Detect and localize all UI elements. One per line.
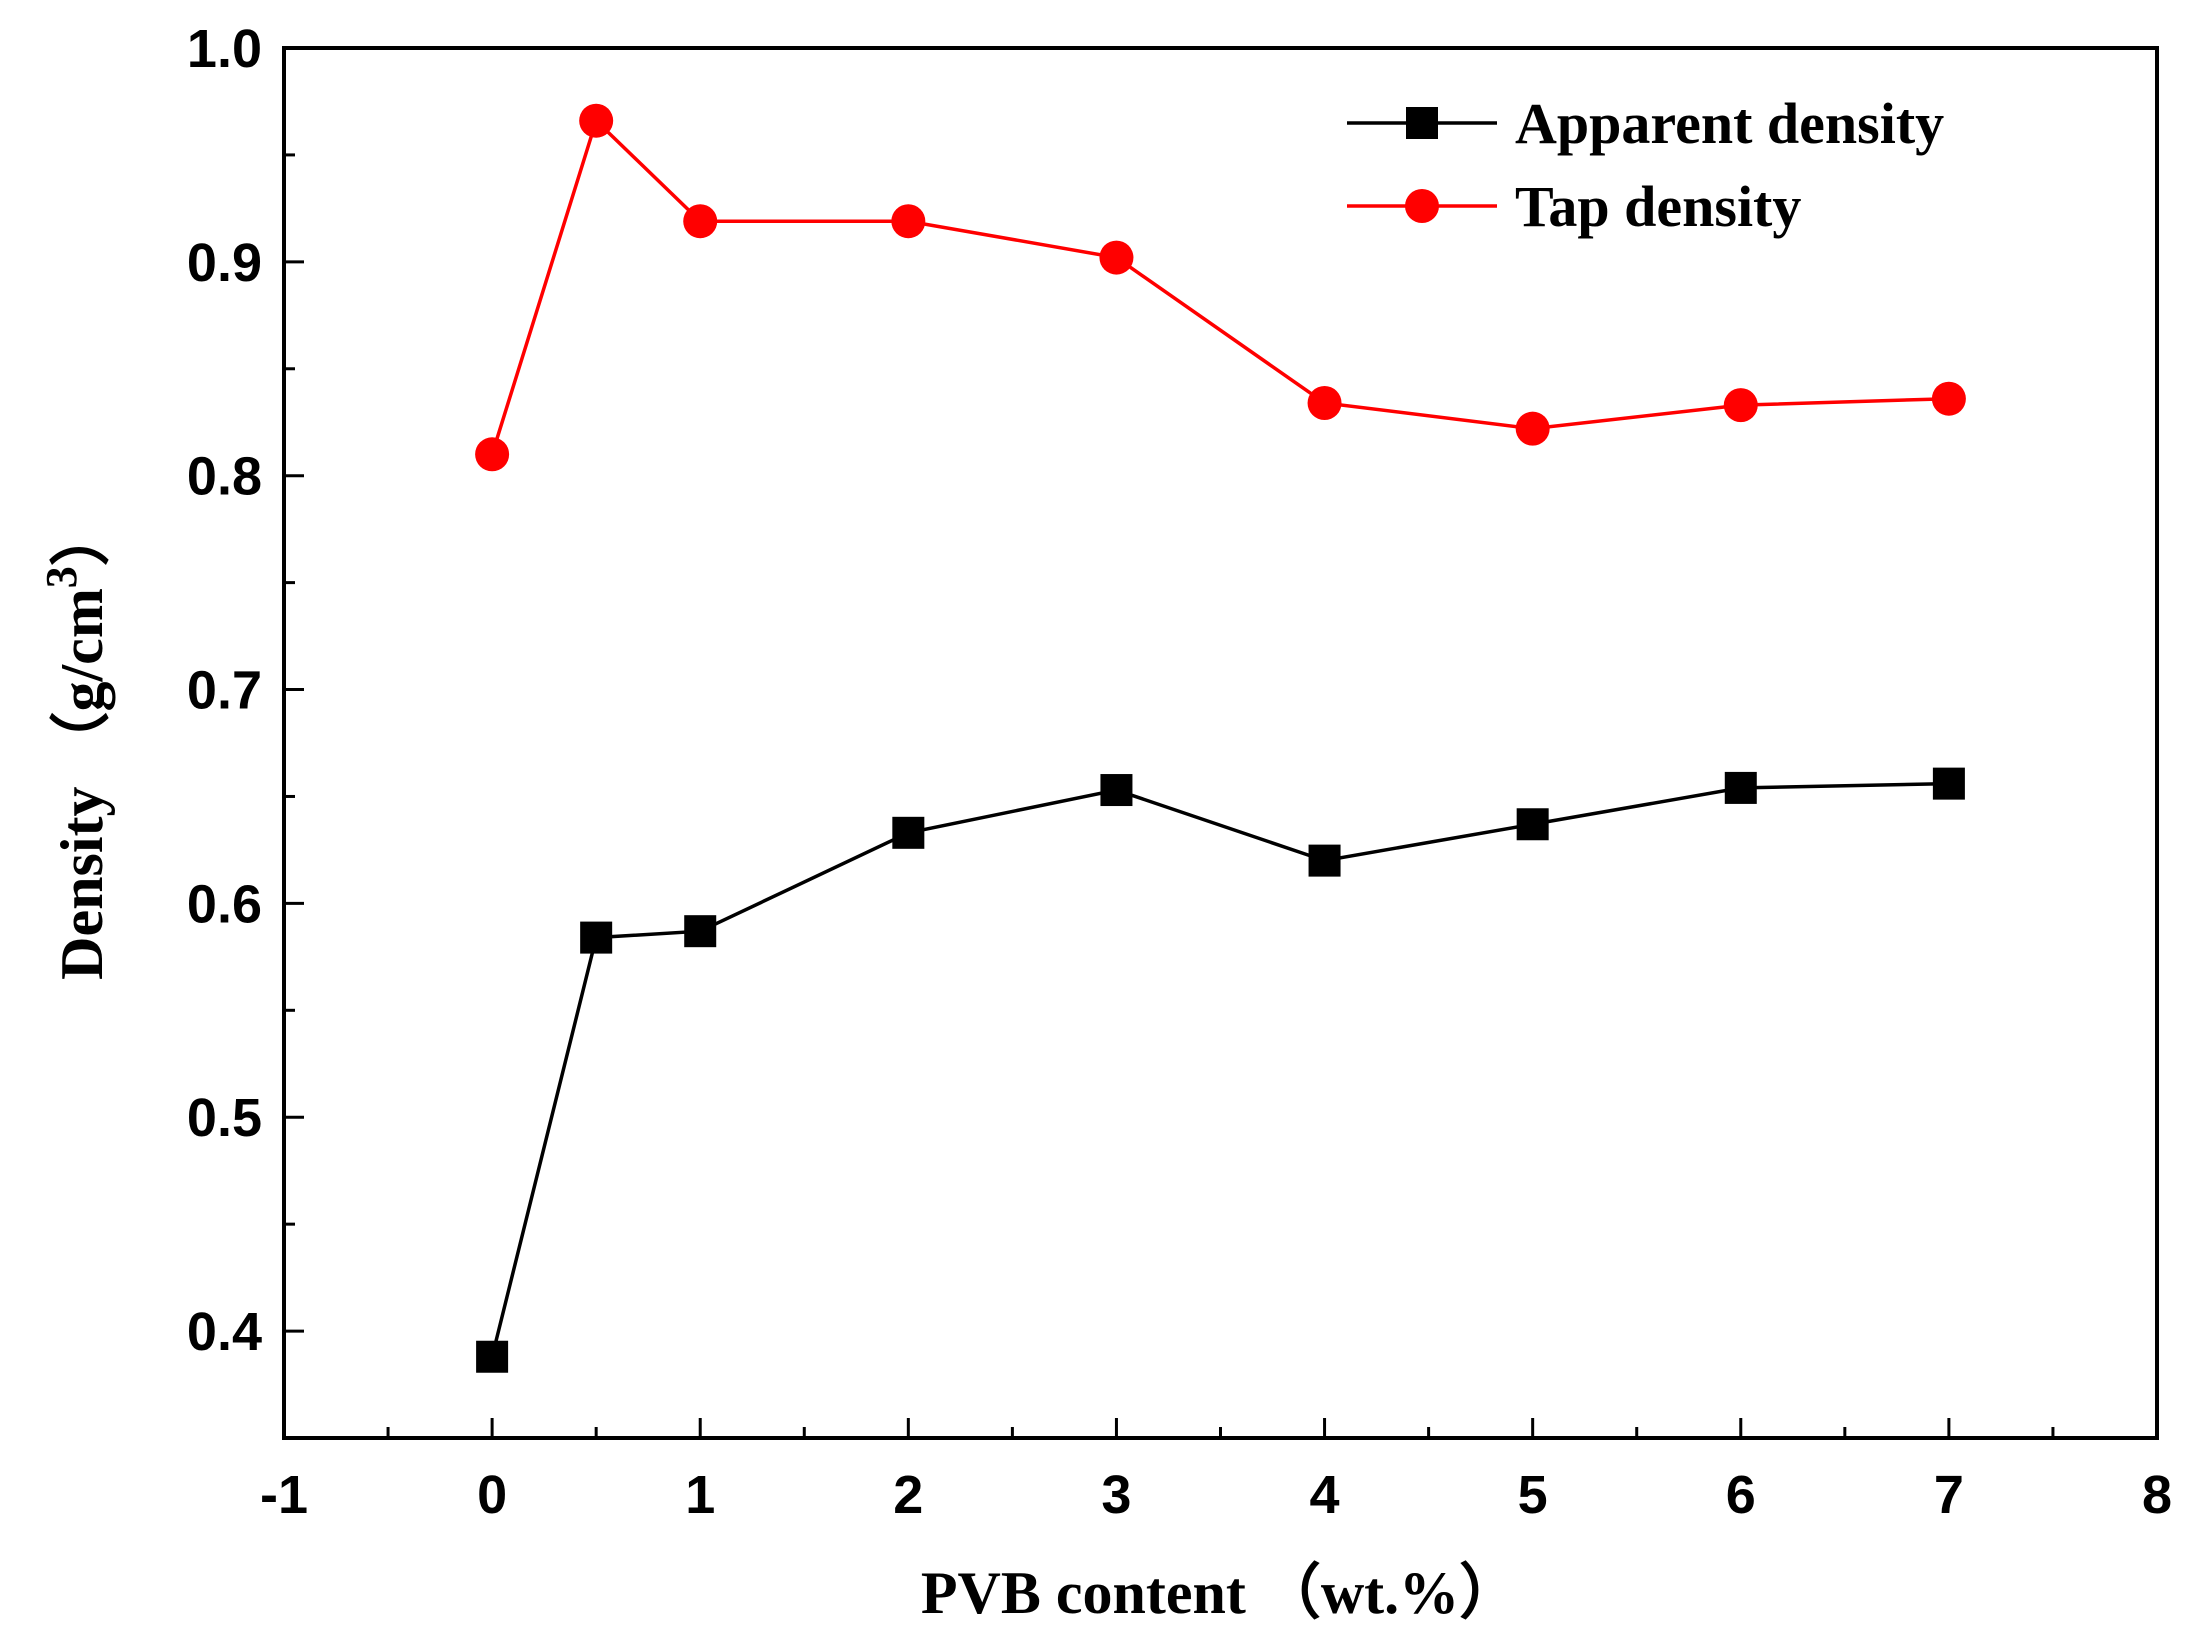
x-tick-label-0: -1 <box>260 1465 308 1525</box>
y-tick-label-5: 0.9 <box>187 233 262 293</box>
y-tick-label-2: 0.6 <box>187 874 262 934</box>
apparent-density-point-3 <box>892 816 925 849</box>
x-tick-label-3: 2 <box>893 1465 923 1525</box>
x-tick-label-1: 0 <box>477 1465 507 1525</box>
y-axis-title: Density （g/cm3） <box>37 506 115 980</box>
series-layer <box>475 103 1966 1373</box>
apparent-density-point-2 <box>684 915 717 948</box>
tap-density-point-7 <box>1723 388 1758 423</box>
apparent-density-point-0 <box>476 1340 509 1373</box>
x-tick-label-8: 7 <box>1934 1465 1964 1525</box>
x-tick-label-2: 1 <box>685 1465 715 1525</box>
apparent-density-point-6 <box>1516 808 1549 841</box>
y-axis-title-superscript: 3 <box>37 566 86 588</box>
apparent-density-series <box>476 767 1965 1373</box>
apparent-density-point-1 <box>580 921 613 954</box>
tap-density-point-4 <box>1099 240 1134 275</box>
legend-label-apparent-density: Apparent density <box>1515 91 1944 156</box>
y-tick-label-1: 0.5 <box>187 1088 262 1148</box>
x-axis-title: PVB content （wt.%） <box>921 1559 1519 1626</box>
tap-density-point-0 <box>475 437 510 472</box>
legend: Apparent density Tap density <box>1347 91 1944 239</box>
legend-item-tap-density: Tap density <box>1347 174 1801 239</box>
y-tick-label-3: 0.7 <box>187 661 262 721</box>
apparent-density-point-5 <box>1308 844 1341 877</box>
apparent-density-point-7 <box>1724 771 1757 804</box>
x-tick-label-4: 3 <box>1101 1465 1131 1525</box>
y-tick-label-4: 0.8 <box>187 447 262 507</box>
apparent-density-point-8 <box>1932 767 1965 800</box>
legend-marker-apparent-density <box>1406 107 1438 139</box>
x-tick-label-7: 6 <box>1726 1465 1756 1525</box>
tap-density-point-2 <box>683 204 718 239</box>
y-axis-title-main: Density （g/cm <box>48 588 115 980</box>
legend-marker-tap-density <box>1405 189 1439 223</box>
tap-density-point-6 <box>1515 411 1550 446</box>
apparent-density-point-4 <box>1100 774 1133 807</box>
y-axis-title-close: ） <box>48 506 115 566</box>
y-tick-label-0: 0.4 <box>187 1302 262 1362</box>
tap-density-series <box>475 103 1966 472</box>
legend-label-tap-density: Tap density <box>1515 174 1801 239</box>
tap-density-point-5 <box>1307 385 1342 420</box>
tap-density-point-1 <box>579 103 614 138</box>
x-tick-label-6: 5 <box>1518 1465 1548 1525</box>
y-tick-label-6: 1.0 <box>187 19 262 79</box>
legend-item-apparent-density: Apparent density <box>1347 91 1944 156</box>
tap-density-point-3 <box>891 204 926 239</box>
ticks-layer: -1 0 1 2 3 4 5 6 7 8 0.4 0.5 0.6 0.7 0.8 0.9 1.0 <box>187 19 2172 1525</box>
x-tick-label-5: 4 <box>1310 1465 1340 1525</box>
x-tick-label-9: 8 <box>2142 1465 2172 1525</box>
tap-density-point-8 <box>1931 381 1966 416</box>
